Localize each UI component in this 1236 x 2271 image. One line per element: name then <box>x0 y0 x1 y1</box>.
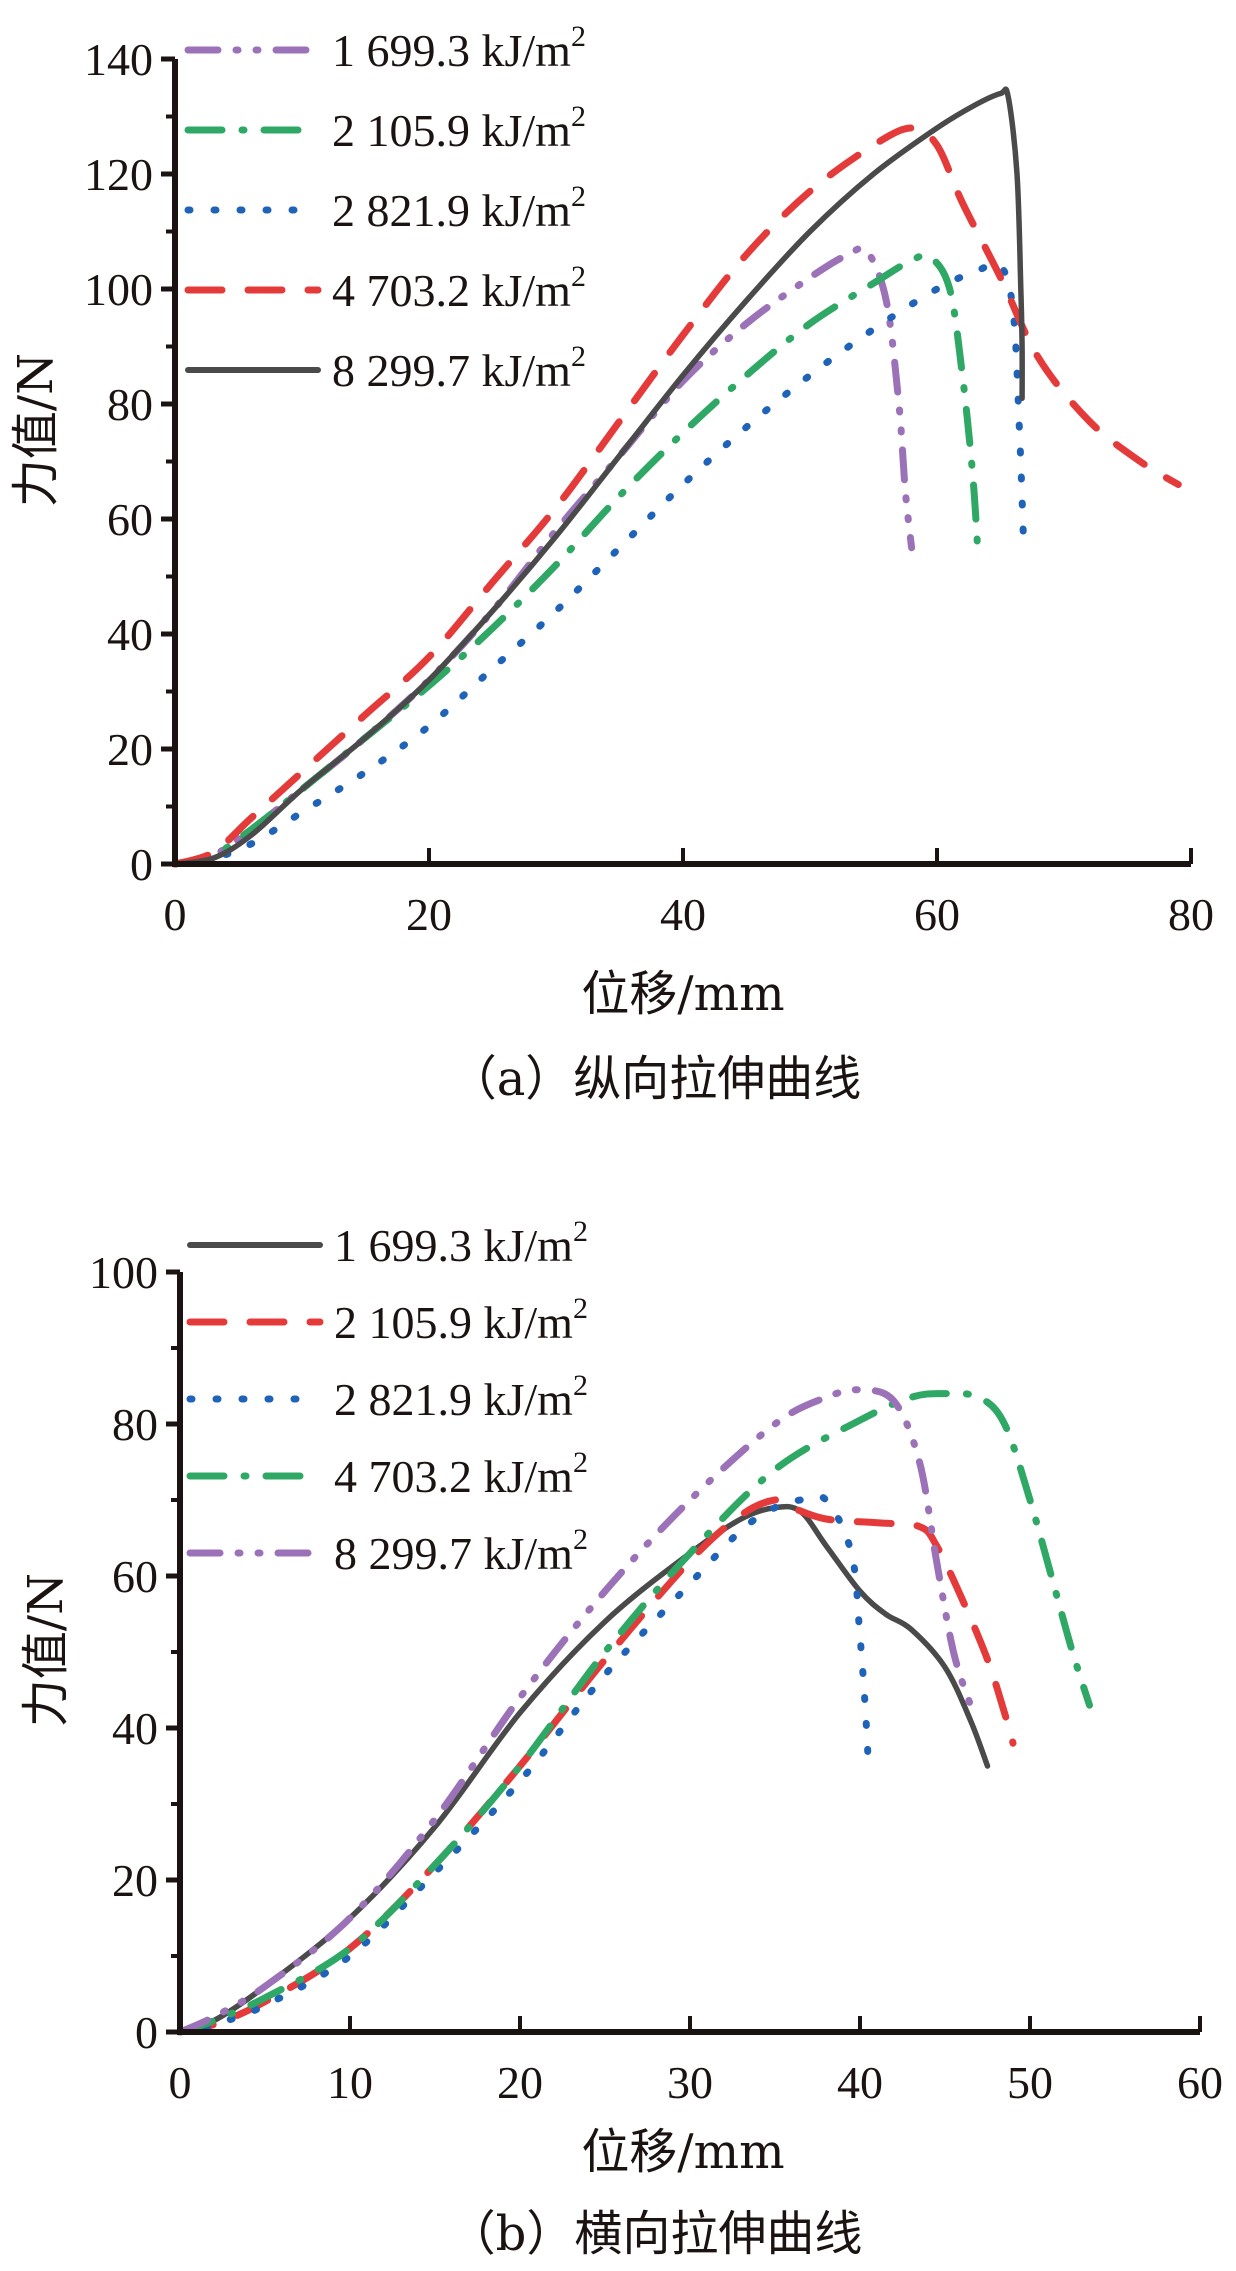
y-tick-label: 20 <box>112 1855 158 1906</box>
chart-a-longitudinal: 0 20 40 60 80 100 120 140 0 20 40 60 80 1 699.3 kJ/m… <box>8 20 1214 1107</box>
chart-b-series-line-4 <box>176 1386 974 2036</box>
legend-label: 4 703.2 kJ/m2 <box>334 1446 588 1502</box>
legend-label-text: 8 299.7 kJ/m <box>332 345 571 396</box>
chart-a-legend: 1 699.3 kJ/m22 105.9 kJ/m22 821.9 kJ/m24… <box>184 20 586 396</box>
legend-label: 8 299.7 kJ/m2 <box>334 1523 588 1579</box>
legend-item: 2 821.9 kJ/m2 <box>186 1369 588 1425</box>
legend-label-superscript: 2 <box>571 340 586 373</box>
chart-b-legend: 1 699.3 kJ/m22 105.9 kJ/m22 821.9 kJ/m24… <box>186 1215 588 1579</box>
chart-a-series-group <box>171 86 1182 868</box>
y-tick-label: 0 <box>135 2007 158 2058</box>
y-tick-label: 100 <box>89 1247 158 1298</box>
y-tick-label: 120 <box>84 149 153 200</box>
x-tick-label: 40 <box>660 889 706 940</box>
x-tick-label: 50 <box>1007 2057 1053 2108</box>
y-tick-label: 80 <box>112 1399 158 1450</box>
chart-a-series-line-3 <box>171 124 1182 868</box>
legend-label: 1 699.3 kJ/m2 <box>334 1215 588 1271</box>
legend-label-text: 2 821.9 kJ/m <box>334 1374 573 1425</box>
chart-a-x-axis-title: 位移/mm <box>581 966 784 1022</box>
legend-label: 4 703.2 kJ/m2 <box>332 260 586 316</box>
y-tick-label: 0 <box>130 839 153 890</box>
chart-b-y-axis-title: 力值/N <box>18 1573 74 1727</box>
legend-label-superscript: 2 <box>573 1292 588 1325</box>
x-tick-label: 80 <box>1168 889 1214 940</box>
legend-item: 1 699.3 kJ/m2 <box>184 20 586 76</box>
legend-label-text: 4 703.2 kJ/m <box>332 265 571 316</box>
x-tick-label: 10 <box>327 2057 373 2108</box>
chart-a-series-line-2 <box>171 260 1027 868</box>
legend-label-text: 1 699.3 kJ/m <box>332 25 571 76</box>
legend-item: 4 703.2 kJ/m2 <box>184 260 586 316</box>
legend-label: 2 821.9 kJ/m2 <box>332 180 586 236</box>
legend-label: 8 299.7 kJ/m2 <box>332 340 586 396</box>
chart-a-axes: 0 20 40 60 80 100 120 140 0 20 40 60 80 <box>84 34 1214 940</box>
y-tick-label: 60 <box>107 494 153 545</box>
x-tick-label: 60 <box>1177 2057 1223 2108</box>
legend-label-superscript: 2 <box>573 1215 588 1248</box>
legend-item: 8 299.7 kJ/m2 <box>185 340 586 396</box>
y-tick-label: 40 <box>112 1703 158 1754</box>
legend-label-text: 2 821.9 kJ/m <box>332 185 571 236</box>
x-tick-label: 20 <box>497 2057 543 2108</box>
x-tick-label: 60 <box>914 889 960 940</box>
legend-item: 1 699.3 kJ/m2 <box>187 1215 588 1271</box>
legend-label-text: 2 105.9 kJ/m <box>332 105 571 156</box>
legend-label: 1 699.3 kJ/m2 <box>332 20 586 76</box>
chart-a-series-line-0 <box>171 244 916 868</box>
y-tick-label: 40 <box>107 609 153 660</box>
chart-b-series-line-3 <box>176 1389 1093 2036</box>
legend-label-text: 2 105.9 kJ/m <box>334 1297 573 1348</box>
x-tick-label: 20 <box>406 889 452 940</box>
legend-label-superscript: 2 <box>573 1369 588 1402</box>
legend-label-superscript: 2 <box>571 260 586 293</box>
chart-b-series-line-0 <box>177 1503 991 2035</box>
y-tick-label: 20 <box>107 724 153 775</box>
legend-label-text: 4 703.2 kJ/m <box>334 1451 573 1502</box>
chart-b-series-line-1 <box>176 1496 1017 2036</box>
legend-label-superscript: 2 <box>571 180 586 213</box>
chart-b-caption: （b）横向拉伸曲线 <box>448 2206 863 2262</box>
x-tick-label: 0 <box>169 2057 192 2108</box>
legend-label-superscript: 2 <box>571 20 586 53</box>
legend-item: 2 105.9 kJ/m2 <box>186 1292 588 1348</box>
legend-item: 2 105.9 kJ/m2 <box>184 100 586 156</box>
chart-b-series-line-2 <box>176 1492 872 2036</box>
legend-label-text: 1 699.3 kJ/m <box>334 1220 573 1271</box>
legend-label: 2 821.9 kJ/m2 <box>334 1369 588 1425</box>
legend-label-superscript: 2 <box>573 1446 588 1479</box>
y-tick-label: 140 <box>84 34 153 85</box>
legend-item: 2 821.9 kJ/m2 <box>184 180 586 236</box>
chart-b-series-group <box>176 1386 1093 2036</box>
chart-a-series-line-4 <box>172 86 1025 867</box>
legend-label-superscript: 2 <box>573 1523 588 1556</box>
chart-a-y-axis-title: 力值/N <box>8 353 64 507</box>
y-tick-label: 100 <box>84 264 153 315</box>
x-tick-label: 30 <box>667 2057 713 2108</box>
chart-a-caption: （a）纵向拉伸曲线 <box>449 1051 862 1107</box>
legend-label-superscript: 2 <box>571 100 586 133</box>
y-tick-label: 60 <box>112 1551 158 1602</box>
legend-label: 2 105.9 kJ/m2 <box>334 1292 588 1348</box>
legend-item: 8 299.7 kJ/m2 <box>186 1523 588 1579</box>
y-tick-label: 80 <box>107 379 153 430</box>
legend-label-text: 8 299.7 kJ/m <box>334 1528 573 1579</box>
legend-item: 4 703.2 kJ/m2 <box>186 1446 588 1502</box>
x-tick-label: 40 <box>837 2057 883 2108</box>
chart-b-axes: 0 20 40 60 80 100 0 10 20 30 40 50 60 <box>89 1247 1223 2108</box>
chart-b-x-axis-title: 位移/mm <box>581 2124 784 2180</box>
legend-label: 2 105.9 kJ/m2 <box>332 100 586 156</box>
x-tick-label: 0 <box>164 889 187 940</box>
